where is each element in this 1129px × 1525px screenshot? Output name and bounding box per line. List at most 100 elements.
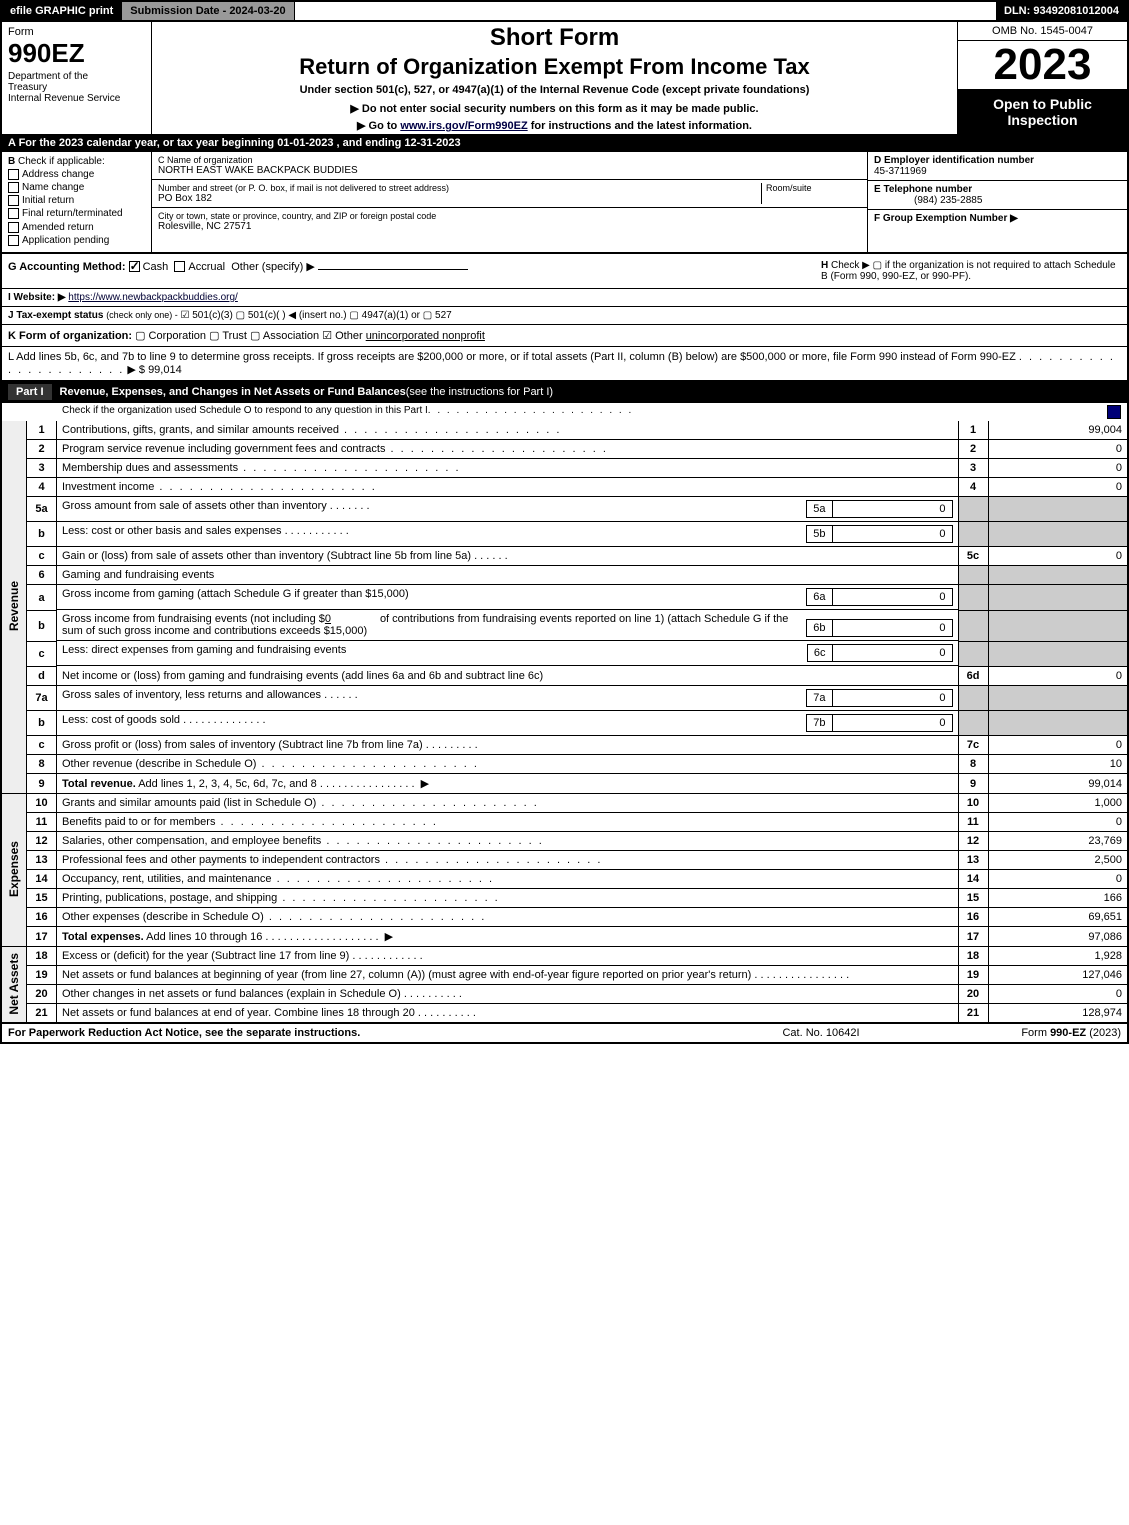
k-label: K Form of organization:	[8, 330, 132, 342]
line-19: 19Net assets or fund balances at beginni…	[1, 966, 1128, 985]
side-revenue: Revenue	[1, 421, 27, 794]
side-expenses: Expenses	[1, 794, 27, 947]
chk-final-return[interactable]: Final return/terminated	[8, 208, 145, 219]
check-if-label: Check if applicable:	[18, 156, 105, 167]
row-j-tax-exempt: J Tax-exempt status (check only one) - ☑…	[0, 307, 1129, 325]
return-title: Return of Organization Exempt From Incom…	[160, 54, 949, 80]
g-label: G Accounting Method:	[8, 261, 126, 273]
street-label: Number and street (or P. O. box, if mail…	[158, 183, 761, 193]
b-label: B	[8, 156, 15, 167]
city-label: City or town, state or province, country…	[158, 211, 861, 221]
topbar: efile GRAPHIC print Submission Date - 20…	[0, 0, 1129, 22]
c-label: C Name of organization	[158, 155, 861, 165]
footer-right: Form 990-EZ (2023)	[921, 1027, 1121, 1039]
k-options: ▢ Corporation ▢ Trust ▢ Association ☑ Ot…	[135, 330, 363, 342]
l-amount: 99,014	[148, 364, 182, 376]
line-5c: cGain or (loss) from sale of assets othe…	[1, 547, 1128, 566]
ein-cell: D Employer identification number 45-3711…	[868, 152, 1127, 181]
form-header: Form 990EZ Department of theTreasuryInte…	[0, 22, 1129, 134]
j-options: ☑ 501(c)(3) ▢ 501(c)( ) ◀ (insert no.) ▢…	[181, 310, 452, 321]
line-18: Net Assets 18Excess or (deficit) for the…	[1, 947, 1128, 966]
line-6c: cLess: direct expenses from gaming and f…	[1, 641, 1128, 666]
chk-name-change[interactable]: Name change	[8, 182, 145, 193]
chk-initial-return[interactable]: Initial return	[8, 195, 145, 206]
e-label: E Telephone number	[874, 184, 972, 195]
omb-number: OMB No. 1545-0047	[958, 22, 1127, 41]
street-cell: Number and street (or P. O. box, if mail…	[152, 180, 867, 208]
col-b-check-applicable: B Check if applicable: Address change Na…	[2, 152, 152, 252]
part1-tag: Part I	[8, 384, 52, 400]
accounting-method: G Accounting Method: Cash Accrual Other …	[8, 260, 821, 282]
line-12: 12Salaries, other compensation, and empl…	[1, 832, 1128, 851]
org-name: NORTH EAST WAKE BACKPACK BUDDIES	[158, 165, 861, 176]
line-7b: bLess: cost of goods sold . . . . . . . …	[1, 711, 1128, 736]
lines-table: Revenue 1Contributions, gifts, grants, a…	[0, 421, 1129, 1024]
row-i-website: I Website: ▶ https://www.newbackpackbudd…	[0, 289, 1129, 307]
part1-check-text: Check if the organization used Schedule …	[62, 405, 428, 419]
side-net-assets: Net Assets	[1, 947, 27, 1023]
line-6a: aGross income from gaming (attach Schedu…	[1, 585, 1128, 611]
chk-amended-return[interactable]: Amended return	[8, 222, 145, 233]
part1-checkbox[interactable]	[1107, 405, 1121, 419]
line-6d: dNet income or (loss) from gaming and fu…	[1, 666, 1128, 685]
room-label: Room/suite	[766, 183, 861, 193]
goto-line: ▶ Go to www.irs.gov/Form990EZ for instru…	[160, 119, 949, 132]
f-label: F Group Exemption Number ▶	[874, 213, 1018, 224]
row-a-calendar-year: A For the 2023 calendar year, or tax yea…	[0, 134, 1129, 152]
website-link[interactable]: https://www.newbackpackbuddies.org/	[68, 292, 238, 303]
line-5b: bLess: cost or other basis and sales exp…	[1, 522, 1128, 547]
row-k-form-org: K Form of organization: ▢ Corporation ▢ …	[0, 325, 1129, 347]
line-17: 17Total expenses. Add lines 10 through 1…	[1, 927, 1128, 947]
d-label: D Employer identification number	[874, 155, 1034, 166]
chk-address-change[interactable]: Address change	[8, 169, 145, 180]
chk-application-pending[interactable]: Application pending	[8, 235, 145, 246]
footer-left: For Paperwork Reduction Act Notice, see …	[8, 1027, 721, 1039]
line-11: 11Benefits paid to or for members110	[1, 813, 1128, 832]
chk-cash[interactable]	[129, 261, 140, 272]
do-not-enter: ▶ Do not enter social security numbers o…	[160, 102, 949, 115]
footer-cat-no: Cat. No. 10642I	[721, 1027, 921, 1039]
goto-suffix: for instructions and the latest informat…	[528, 120, 752, 132]
dln: DLN: 93492081012004	[996, 2, 1127, 20]
form-label: Form	[8, 26, 145, 38]
part1-title: Revenue, Expenses, and Changes in Net As…	[60, 386, 406, 398]
short-form-title: Short Form	[160, 24, 949, 52]
line-13: 13Professional fees and other payments t…	[1, 851, 1128, 870]
line-15: 15Printing, publications, postage, and s…	[1, 889, 1128, 908]
irs-link[interactable]: www.irs.gov/Form990EZ	[400, 120, 527, 132]
part1-sub: (see the instructions for Part I)	[406, 386, 553, 398]
line-2: 2Program service revenue including gover…	[1, 439, 1128, 458]
j-sub: (check only one) -	[106, 310, 178, 320]
header-center: Short Form Return of Organization Exempt…	[152, 22, 957, 134]
part1-check-row: Check if the organization used Schedule …	[0, 403, 1129, 421]
l-arrow: ▶ $	[127, 364, 145, 376]
section-b: B Check if applicable: Address change Na…	[0, 152, 1129, 254]
street-value: PO Box 182	[158, 193, 761, 204]
phone-cell: E Telephone number (984) 235-2885	[868, 181, 1127, 210]
footer: For Paperwork Reduction Act Notice, see …	[0, 1023, 1129, 1044]
line-4: 4Investment income40	[1, 477, 1128, 496]
header-left: Form 990EZ Department of theTreasuryInte…	[2, 22, 152, 134]
header-right: OMB No. 1545-0047 2023 Open to Public In…	[957, 22, 1127, 134]
line-6b: bGross income from fundraising events (n…	[1, 610, 1128, 641]
j-label: J Tax-exempt status	[8, 310, 103, 321]
line-20: 20Other changes in net assets or fund ba…	[1, 985, 1128, 1004]
line-21: 21Net assets or fund balances at end of …	[1, 1004, 1128, 1023]
line-9: 9Total revenue. Add lines 1, 2, 3, 4, 5c…	[1, 774, 1128, 794]
line-7a: 7aGross sales of inventory, less returns…	[1, 685, 1128, 711]
l-text: L Add lines 5b, 6c, and 7b to line 9 to …	[8, 351, 1016, 363]
part1-header: Part I Revenue, Expenses, and Changes in…	[0, 381, 1129, 403]
open-to-public: Open to Public Inspection	[958, 90, 1127, 134]
org-name-cell: C Name of organization NORTH EAST WAKE B…	[152, 152, 867, 180]
k-other-value: unincorporated nonprofit	[366, 330, 485, 342]
line-1: Revenue 1Contributions, gifts, grants, a…	[1, 421, 1128, 440]
other-specify: Other (specify) ▶	[231, 261, 315, 273]
line-8: 8Other revenue (describe in Schedule O)8…	[1, 755, 1128, 774]
efile-print[interactable]: efile GRAPHIC print	[2, 2, 122, 20]
row-l-gross-receipts: L Add lines 5b, 6c, and 7b to line 9 to …	[0, 347, 1129, 381]
h-text: Check ▶ ▢ if the organization is not req…	[821, 260, 1116, 282]
form-number: 990EZ	[8, 38, 145, 69]
chk-accrual[interactable]	[174, 261, 185, 272]
h-label: H	[821, 260, 828, 271]
line-5a: 5aGross amount from sale of assets other…	[1, 496, 1128, 522]
